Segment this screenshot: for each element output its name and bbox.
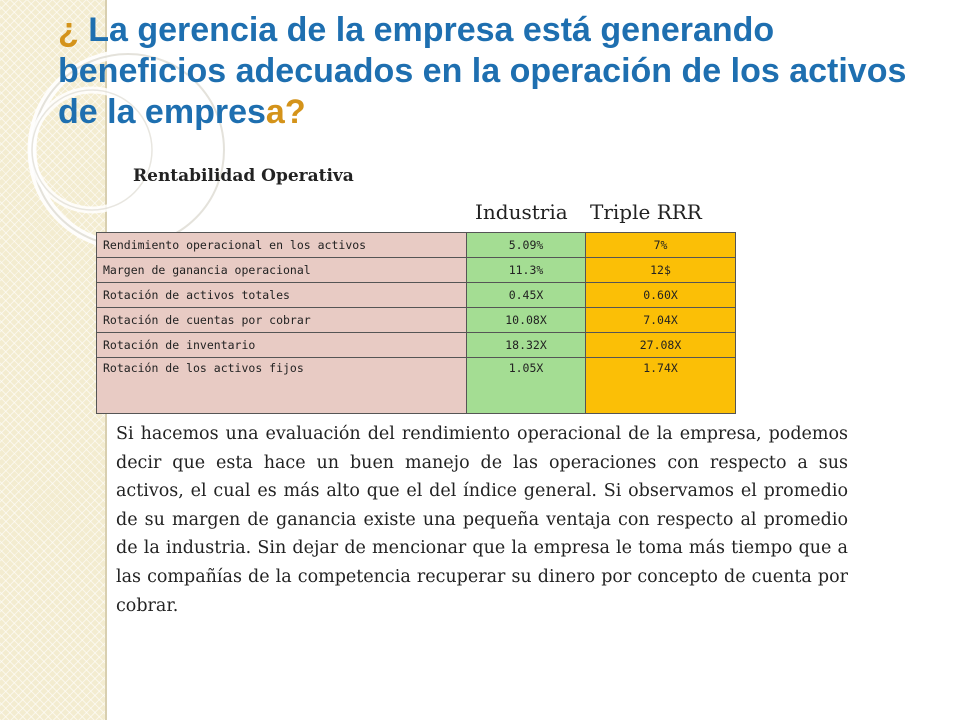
industry-value: 1.05X (466, 357, 586, 414)
row-label: Rotación de activos totales (95, 282, 468, 308)
question-open-mark: ¿ (58, 11, 79, 49)
table-row: Rotación de cuentas por cobrar 10.08X 7.… (95, 307, 736, 333)
section-title: Rentabilidad Operativa (133, 166, 354, 186)
industry-value: 11.3% (466, 257, 586, 283)
column-header-company: Triple RRR (590, 200, 702, 224)
table-row: Rotación de inventario 18.32X 27.08X (95, 332, 736, 358)
row-label: Margen de ganancia operacional (95, 257, 468, 283)
company-value: 7.04X (585, 307, 736, 333)
row-label: Rotación de cuentas por cobrar (95, 307, 468, 333)
table-row: Rendimiento operacional en los activos 5… (95, 232, 736, 258)
title-last-char: a (265, 93, 285, 131)
analysis-paragraph: Si hacemos una evaluación del rendimient… (116, 424, 848, 616)
question-close-mark: ? (284, 93, 306, 131)
company-value: 12$ (585, 257, 736, 283)
industry-value: 10.08X (466, 307, 586, 333)
industry-value: 0.45X (466, 282, 586, 308)
company-value: 7% (585, 232, 736, 258)
company-value: 27.08X (585, 332, 736, 358)
company-value: 0.60X (585, 282, 736, 308)
slide-title-text: La gerencia de la empresa está generando… (58, 11, 907, 131)
table-row: Margen de ganancia operacional 11.3% 12$ (95, 257, 736, 283)
row-label: Rotación de los activos fijos (95, 357, 468, 414)
column-header-industry: Industria (475, 200, 568, 224)
row-label: Rotación de inventario (95, 332, 468, 358)
table-row: Rotación de activos totales 0.45X 0.60X (95, 282, 736, 308)
table-row: Rotación de los activos fijos 1.05X 1.74… (95, 357, 736, 414)
industry-value: 5.09% (466, 232, 586, 258)
decorative-side-strip (0, 0, 105, 720)
slide-title: ¿ La gerencia de la empresa está generan… (58, 10, 938, 133)
company-value: 1.74X (585, 357, 736, 414)
row-label: Rendimiento operacional en los activos (95, 232, 468, 258)
industry-value: 18.32X (466, 332, 586, 358)
ratios-table: Rendimiento operacional en los activos 5… (95, 232, 736, 414)
